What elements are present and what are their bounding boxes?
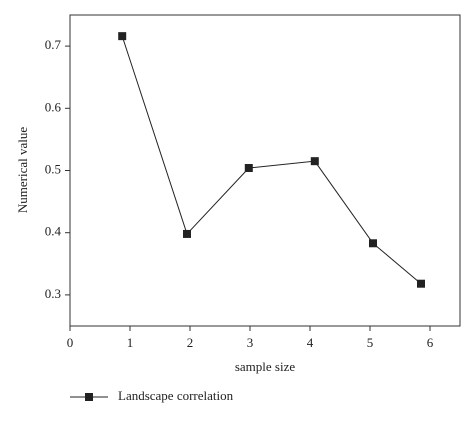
marker bbox=[417, 279, 425, 288]
y-tick-label: 0.5 bbox=[45, 161, 61, 176]
x-tick-label: 2 bbox=[187, 335, 194, 350]
x-tick-label: 5 bbox=[367, 335, 374, 350]
marker bbox=[310, 157, 319, 166]
y-tick-label: 0.3 bbox=[45, 286, 61, 301]
y-axis-label: Numerical value bbox=[15, 127, 30, 213]
y-tick-label: 0.6 bbox=[45, 99, 62, 114]
plot-frame bbox=[69, 14, 461, 327]
x-tick-label: 1 bbox=[127, 335, 134, 350]
marker bbox=[369, 239, 377, 248]
marker bbox=[118, 32, 127, 41]
marker bbox=[183, 229, 191, 238]
series-line bbox=[121, 35, 422, 285]
x-tick-label: 4 bbox=[307, 335, 314, 350]
legend-marker bbox=[85, 393, 93, 401]
x-tick-label: 3 bbox=[247, 335, 254, 350]
marker bbox=[244, 164, 253, 173]
x-tick-label: 6 bbox=[427, 335, 434, 350]
legend-label: Landscape correlation bbox=[118, 388, 234, 403]
y-tick-label: 0.4 bbox=[45, 224, 62, 239]
x-axis-label: sample size bbox=[235, 359, 296, 374]
y-tick-label: 0.7 bbox=[45, 37, 62, 52]
x-tick-label: 0 bbox=[67, 335, 74, 350]
